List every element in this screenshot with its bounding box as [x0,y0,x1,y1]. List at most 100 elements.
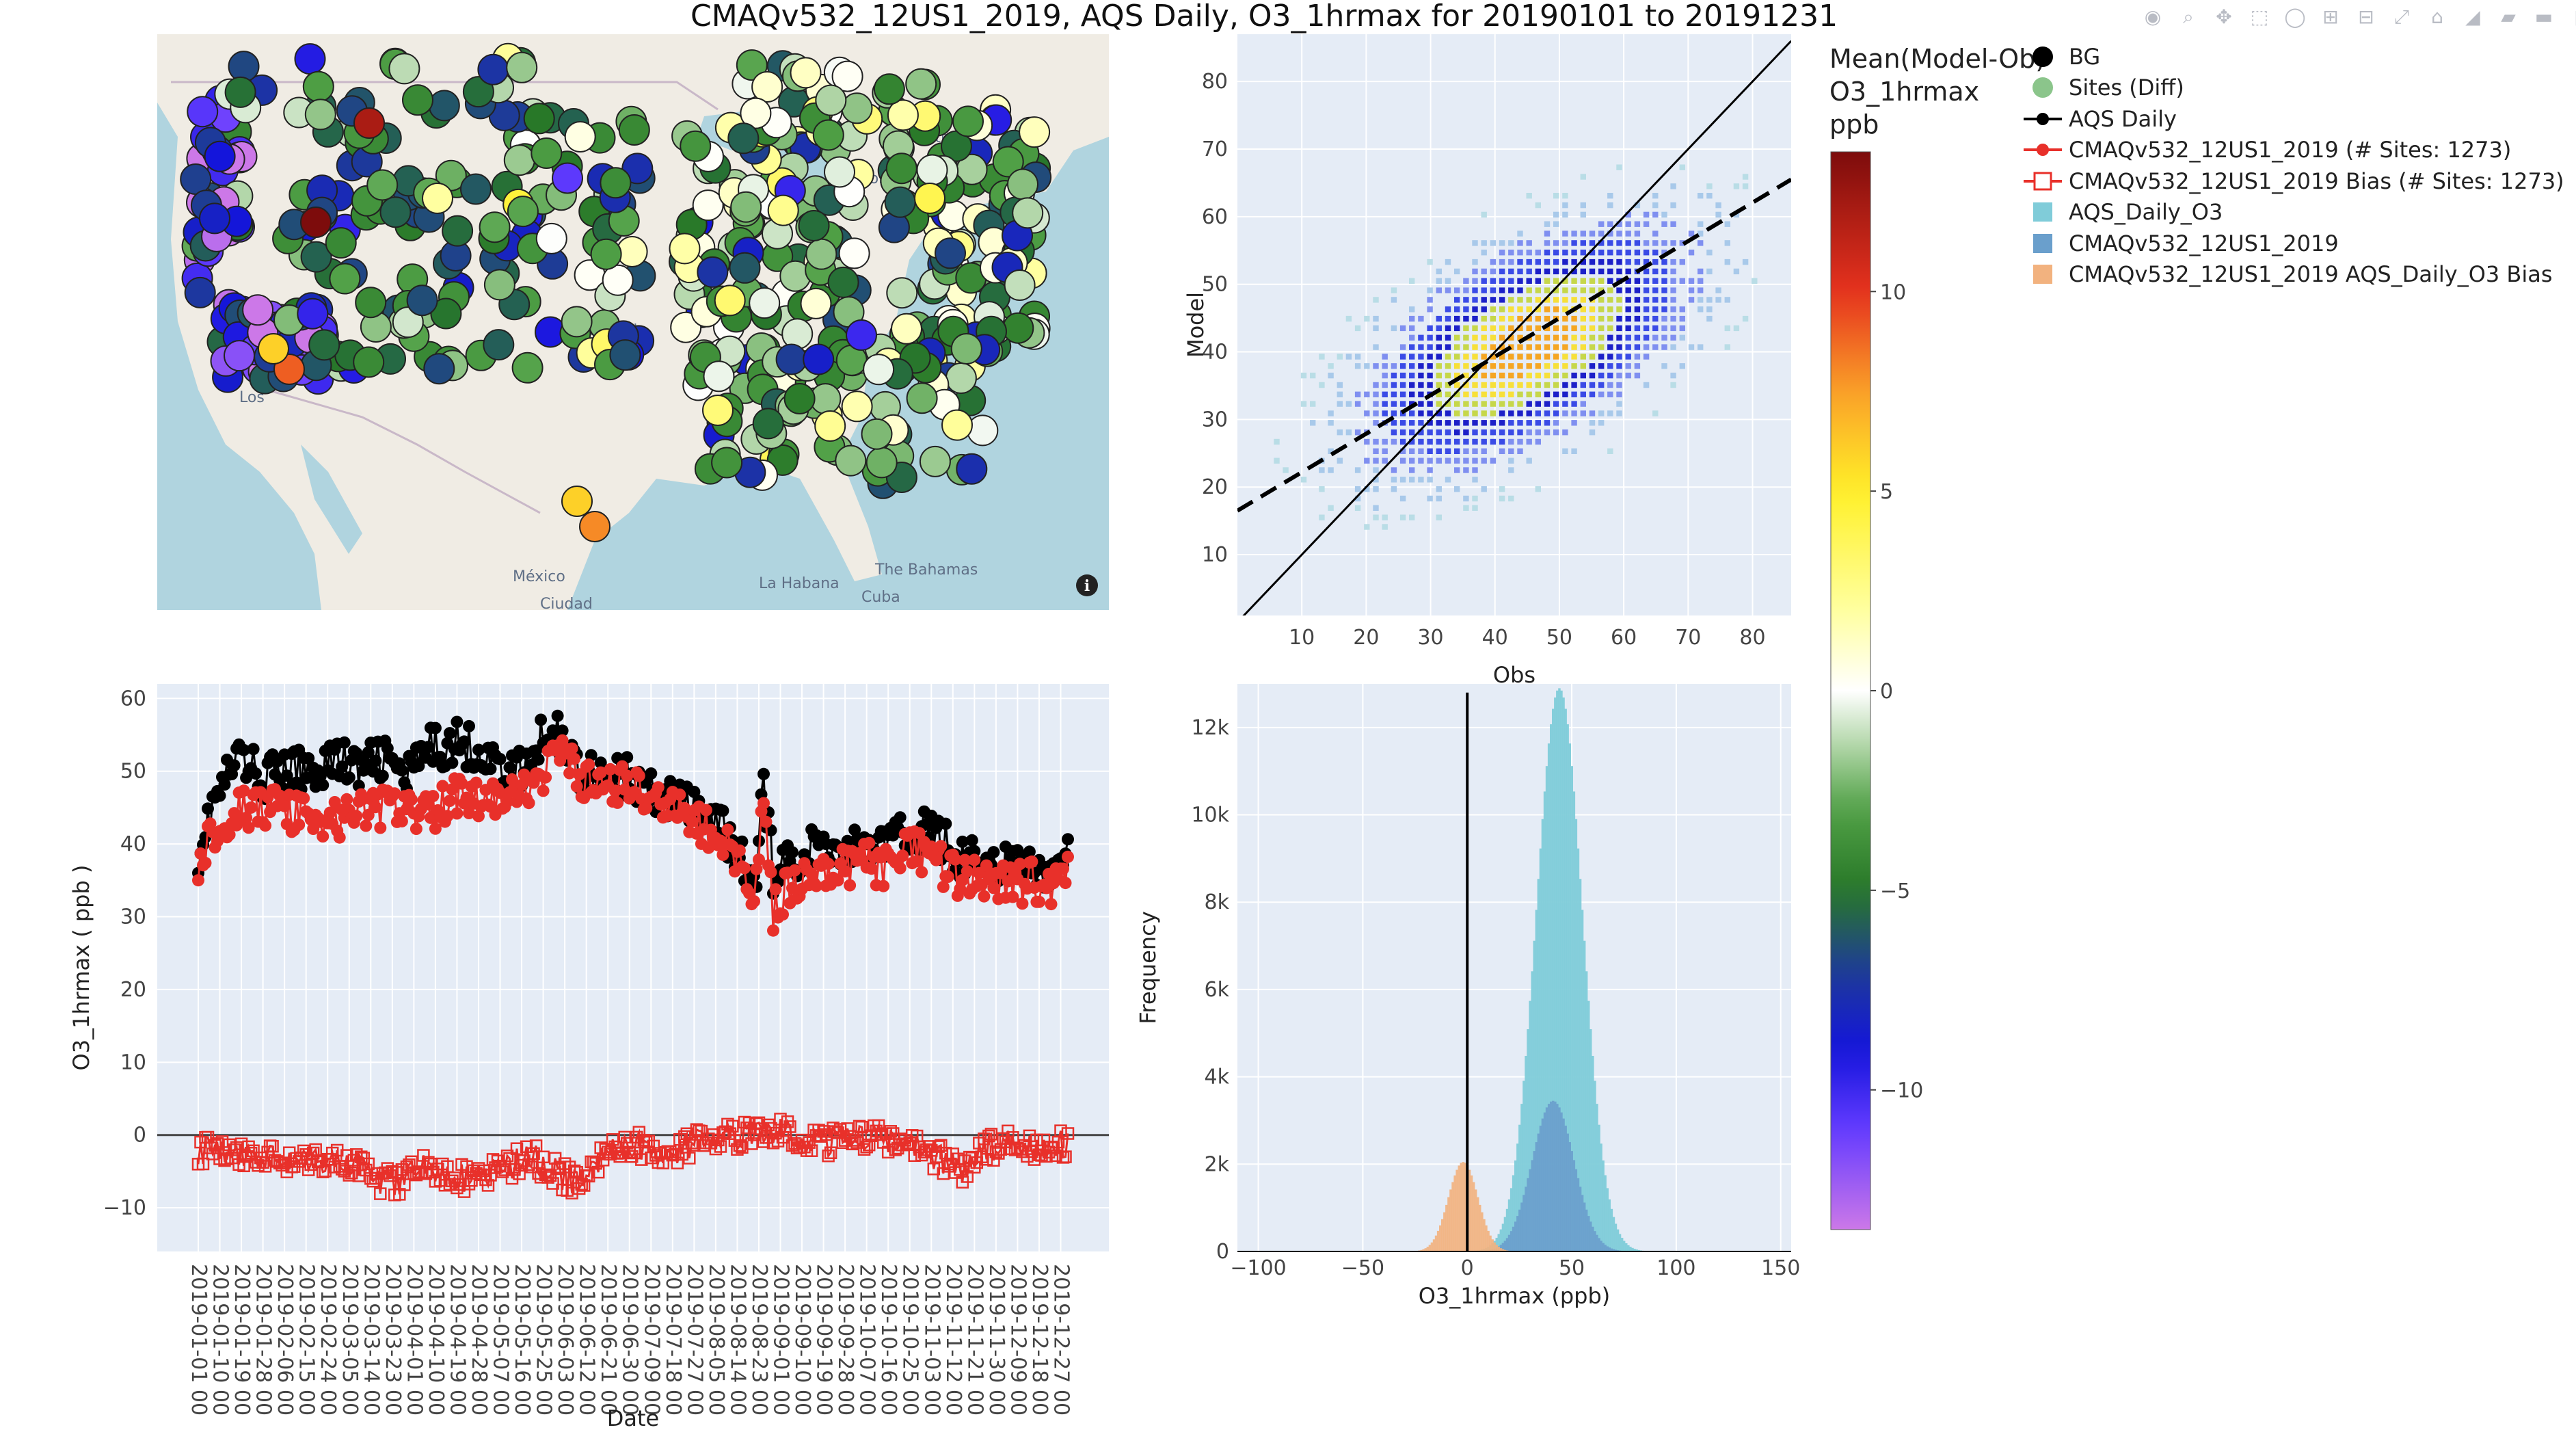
bias-marker [675,1148,689,1161]
bias-marker [803,1136,816,1149]
bias-marker [640,1135,653,1149]
density-cell [1616,258,1622,265]
legend-item[interactable]: AQS_Daily_O3 [2024,197,2564,228]
density-cell [1589,268,1596,275]
histogram-bar [1481,1212,1484,1251]
density-cell [1418,410,1424,416]
series-marker [446,756,459,769]
timeseries-x-tick: 2019-02-06 00 [273,1264,297,1416]
zoom-out-icon[interactable]: ⊟ [2358,5,2374,28]
histogram-bar [1430,1242,1434,1251]
density-cell [1544,287,1551,293]
density-cell [1463,372,1469,379]
site-marker [740,97,772,129]
density-cell [1337,382,1343,388]
legend-item[interactable]: AQS Daily [2024,103,2564,135]
site-marker [729,252,761,284]
plotly-logo-icon[interactable]: ▮ [2566,4,2576,30]
density-cell [1688,297,1695,303]
histogram-bar [1594,1080,1596,1251]
histogram-bar [1516,1216,1519,1251]
site-marker [325,227,357,259]
reset-axes-icon[interactable]: ⌂ [2431,5,2443,28]
density-cell [1283,467,1289,473]
bias-marker [688,1139,701,1152]
histogram-y-tick: 2k [1205,1152,1230,1176]
series-marker [441,810,454,823]
density-cell [1399,495,1406,502]
series-marker [585,749,598,762]
density-cell [1598,287,1605,293]
hover-closest-icon[interactable]: ▰ [2501,5,2516,28]
density-cell [1454,401,1460,407]
zoom-in-icon[interactable]: ⊞ [2322,5,2339,28]
scatter-x-tick: 10 [1289,626,1315,650]
series-marker [767,924,779,937]
density-cell [1679,306,1685,313]
density-cell [1616,391,1622,397]
density-cell [1472,382,1478,388]
site-marker [841,92,873,124]
histogram-y-tick: 4k [1205,1065,1230,1089]
density-cell [1427,354,1433,360]
zoom-icon[interactable]: ⌕ [2183,5,2194,28]
density-cell [1490,325,1497,332]
hover-compare-icon[interactable]: ▬ [2534,5,2553,28]
density-cell [1553,325,1559,332]
bias-marker [855,1120,868,1134]
legend-item[interactable]: CMAQv532_12US1_2019 AQS_Daily_O3 Bias [2024,259,2564,291]
bias-marker [745,1137,758,1150]
legend-item[interactable]: CMAQv532_12US1_2019 (# Sites: 1273) [2024,135,2564,166]
density-cell [1517,306,1523,313]
density-cell [1391,287,1397,293]
density-cell [1472,334,1478,341]
scatter-x-tick: 20 [1353,626,1379,650]
legend-item[interactable]: Sites (Diff) [2024,72,2564,104]
density-cell [1733,183,1740,189]
histogram-x-tick: 100 [1656,1256,1695,1280]
bias-marker [862,1138,876,1152]
histogram-bar [1552,708,1555,1251]
pan-icon[interactable]: ✥ [2216,5,2232,28]
legend-item[interactable]: BG [2024,41,2564,72]
box-select-icon[interactable]: ⬚ [2250,5,2269,28]
histogram-bar [1604,1175,1607,1251]
map-canvas[interactable]: OttawaTorontoUnitedLosMéxicoLa HabanaThe… [157,34,1109,610]
density-cell [1364,438,1370,445]
lasso-icon[interactable]: ◯ [2284,5,2306,28]
density-cell [1391,420,1397,426]
density-cell [1688,344,1695,350]
camera-icon[interactable]: ◉ [2144,5,2162,28]
legend-item[interactable]: CMAQv532_12US1_2019 Bias (# Sites: 1273) [2024,165,2564,197]
histogram-bar [1574,819,1578,1251]
spike-lines-icon[interactable]: ◢ [2465,5,2480,28]
density-cell [1607,372,1613,379]
histogram-bar [1592,1056,1594,1251]
histogram-bar [1581,910,1584,1251]
series-marker [278,799,291,812]
density-cell [1742,183,1749,189]
site-marker [224,340,255,372]
density-cell [1445,477,1451,483]
density-cell [1454,372,1460,379]
density-cell [1427,495,1433,502]
density-cell [1598,240,1605,246]
series-marker [405,793,418,806]
site-marker [462,76,494,108]
series-marker [556,724,569,737]
site-map[interactable]: OttawaTorontoUnitedLosMéxicoLa HabanaThe… [157,34,1109,610]
density-cell [1643,344,1650,350]
density-cell [1634,202,1641,209]
density-cell [1580,325,1586,332]
density-cell [1373,477,1379,483]
autoscale-icon[interactable]: ⤢ [2393,5,2410,28]
legend-item[interactable]: CMAQv532_12US1_2019 [2024,228,2564,259]
histogram-plot[interactable]: −100 −50 0 50 100 15012k10k8k6k4k2k0O3_1hrmax… [1135,677,1800,1334]
histogram-bar [1537,879,1540,1251]
density-cell [1354,495,1361,502]
site-marker [838,237,870,269]
histogram-bar [1514,1221,1517,1251]
density-cell [1373,410,1379,416]
